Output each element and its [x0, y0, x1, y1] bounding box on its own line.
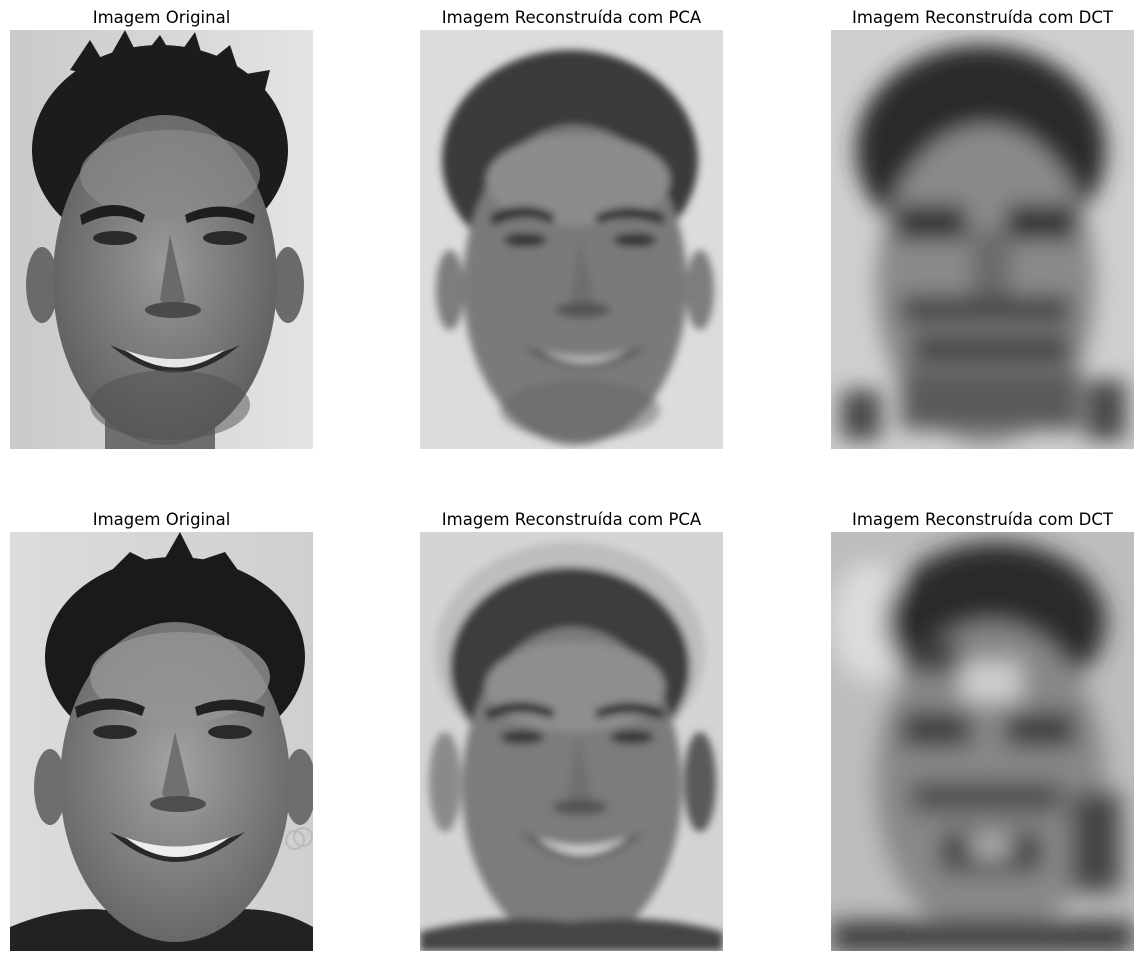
panel-title: Imagem Reconstruída com PCA	[441, 8, 702, 27]
face-image-original-2	[10, 532, 313, 951]
panel-title: Imagem Original	[92, 8, 231, 27]
panel-title: Imagem Reconstruída com DCT	[851, 8, 1113, 27]
face-image-pca-2	[420, 532, 723, 951]
face-image-pca-1	[420, 30, 723, 449]
face-image-dct-2	[831, 532, 1134, 951]
face-image-original-1	[10, 30, 313, 449]
panel-title: Imagem Reconstruída com DCT	[851, 510, 1113, 529]
panel-title: Imagem Original	[92, 510, 231, 529]
panel-title: Imagem Reconstruída com PCA	[441, 510, 702, 529]
face-image-dct-1	[831, 30, 1134, 449]
